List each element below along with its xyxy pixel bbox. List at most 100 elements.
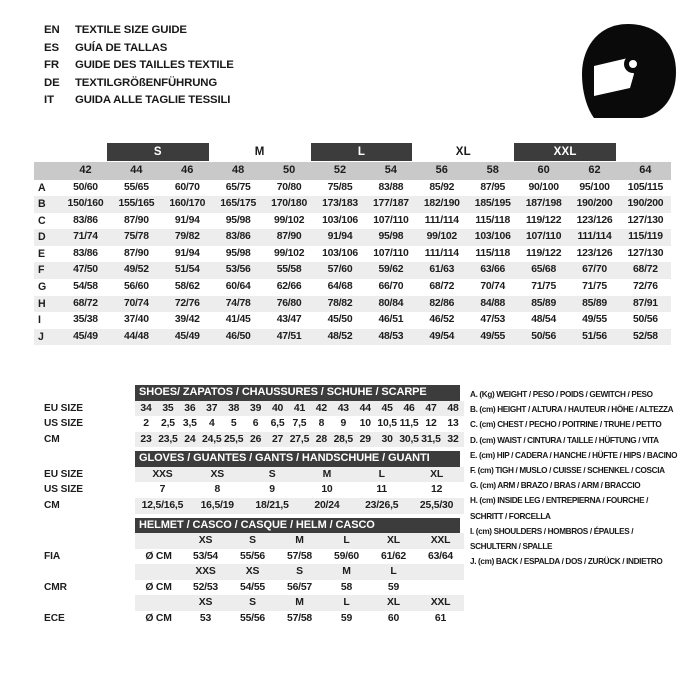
shoes-cell: 27,5 (288, 431, 311, 448)
helmet-unit-cell: Ø CM (135, 579, 182, 596)
measurement-cell: 45/49 (60, 328, 111, 346)
title-row-de: DE TEXTILGRÖßENFÜHRUNG (44, 77, 234, 95)
measurement-row: H 68/72 70/74 72/76 74/78 76/80 78/82 80/84 82/8… (34, 295, 671, 313)
helmet-standard-label: ECE (34, 611, 135, 627)
helmet-value-cell: 59/60 (323, 548, 370, 565)
measurement-cell: 84/88 (467, 295, 519, 313)
measurement-cell: 123/126 (576, 214, 613, 226)
legend-line: E. (cm) HIP / CADERA / HANCHE / HÜFTE / … (470, 450, 678, 460)
measurement-cell: 64/68 (327, 281, 353, 293)
legend-line: D. (cm) WAIST / CINTURA / TAILLE / HÜFTU… (470, 435, 659, 445)
size-column-header: 44 (110, 162, 162, 180)
shoes-cell: 10 (354, 416, 377, 432)
measurement-cell: 48/52 (314, 328, 366, 346)
legend-line: G. (cm) ARM / BRAZO / BRAS / ARM / BRACC… (470, 481, 641, 491)
helmet-size-cell: XXL (417, 595, 464, 612)
gloves-cell: M (299, 466, 355, 483)
size-column-header: 62 (569, 162, 620, 180)
gloves-row-label: EU SIZE (34, 466, 135, 483)
header-corner (34, 162, 60, 180)
helmet-value-cell: 59 (370, 579, 417, 596)
racing-helmet-icon (572, 18, 684, 128)
gloves-cell: 23/26,5 (354, 497, 410, 514)
measurement-cell: 119/122 (525, 214, 562, 226)
shoes-cell: 41 (288, 400, 311, 417)
helmet-size-cell: XS (182, 595, 229, 612)
measurement-cell: 65/75 (225, 181, 251, 193)
measurement-cell: 115/118 (475, 214, 511, 226)
helmet-size-cell: XXS (182, 564, 229, 580)
gloves-cell: S (244, 466, 300, 483)
measurement-cell: 48/54 (531, 314, 556, 326)
title-lang-de: DE (44, 76, 60, 89)
helmet-value-cell: 61/62 (370, 548, 417, 565)
legend-line: C. (cm) CHEST / PECHO / POITRINE / TRUHE… (470, 420, 662, 430)
shoes-block: SHOES/ ZAPATOS / CHAUSSURES / SCHUHE / S… (34, 385, 464, 448)
shoes-cell: 44 (354, 400, 377, 417)
helmet-size-cell: L (323, 533, 370, 549)
measurement-cell: 103/106 (322, 214, 358, 226)
helmet-block: HELMET / CASCO / CASQUE / HELM / CASCO X… (34, 517, 464, 627)
helmet-standard-row: ECE Ø CM 53 55/56 57/58 59 60 61 (34, 611, 464, 627)
measurement-row: G 54/58 56/60 58/62 60/64 62/66 64/68 66/70 68/7… (34, 279, 671, 296)
measurement-cell: 71/75 (531, 281, 556, 293)
shoes-cell: 13 (441, 416, 464, 432)
shoes-cell: 28,5 (332, 431, 355, 448)
measurement-cell: 95/98 (365, 229, 417, 246)
shoes-cell: 2 (135, 416, 157, 432)
measurement-cell: 63/66 (467, 262, 519, 280)
helmet-value-cell: 61 (417, 611, 464, 627)
measurement-cell: 170/180 (263, 196, 315, 213)
shoes-cell: 28 (310, 431, 333, 448)
title-text-de: TEXTILGRÖßENFÜHRUNG (75, 76, 218, 89)
measurement-row-key: H (34, 295, 60, 313)
helmet-standard-label: CMR (34, 579, 135, 596)
measurement-cell: 49/55 (467, 328, 519, 346)
measurement-cell: 85/89 (518, 295, 570, 313)
helmet-size-cell: L (370, 564, 417, 580)
legend-line: F. (cm) TIGH / MUSLO / CUISSE / SCHENKEL… (470, 466, 665, 476)
shoes-cell: 32 (441, 431, 464, 448)
measurement-cell: 53/56 (212, 262, 264, 280)
gloves-cell: L (354, 466, 410, 483)
helmet-size-cell: XS (182, 533, 229, 549)
helmet-value-cell: 53/54 (182, 548, 229, 565)
helmet-value-cell: 57/58 (276, 548, 323, 565)
measurement-row-key: B (34, 196, 60, 213)
measurement-cell: 107/110 (373, 214, 409, 226)
shoes-table: EU SIZE 34 35 36 37 38 39 40 41 42 43 44 45 46 47 48 US … (34, 400, 464, 448)
shoes-cell: 42 (310, 400, 333, 417)
helmet-value-cell: 52/53 (182, 579, 229, 596)
measurement-row-key: D (34, 229, 60, 246)
measurement-cell: 83/86 (73, 214, 98, 226)
measurement-cell: 35/38 (73, 314, 98, 326)
shoes-banner: SHOES/ ZAPATOS / CHAUSSURES / SCHUHE / S… (135, 385, 460, 401)
measurement-cell: 52/58 (619, 328, 671, 346)
size-column-header: 64 (619, 162, 671, 180)
gloves-banner: GLOVES / GUANTES / GANTS / HANDSCHUHE / … (135, 451, 460, 467)
shoes-cell: 26 (244, 431, 267, 448)
measurement-cell: 44/48 (110, 328, 162, 346)
measurement-cell: 60/64 (225, 281, 251, 293)
measurement-cell: 75/78 (110, 229, 162, 246)
measurement-row-key: C (38, 214, 46, 227)
shoes-cell: 35 (156, 400, 179, 417)
gloves-block: GLOVES / GUANTES / GANTS / HANDSCHUHE / … (34, 451, 464, 514)
helmet-size-cell: XXL (417, 533, 464, 549)
helmet-unit-cell: Ø CM (135, 611, 182, 627)
shoes-cell: 4 (200, 416, 223, 432)
measurement-cell: 87/95 (480, 181, 506, 193)
helmet-value-cell (417, 579, 464, 596)
helmet-size-unit-spacer (135, 564, 182, 580)
measurement-cell: 87/90 (263, 229, 315, 246)
shoes-row: EU SIZE 34 35 36 37 38 39 40 41 42 43 44 45 46 47 48 (34, 400, 464, 417)
gloves-row-label: CM (34, 497, 135, 514)
size-band-xxl: XXL (514, 143, 617, 161)
gloves-cell: 20/24 (299, 497, 355, 514)
measurement-row-key: F (34, 262, 60, 280)
measurement-cell: 54/58 (73, 281, 98, 293)
helmet-value-cell: 53 (182, 611, 229, 627)
measurement-cell: 72/76 (633, 281, 658, 293)
measurement-cell: 99/102 (273, 247, 305, 259)
helmet-size-unit-spacer (135, 533, 182, 549)
